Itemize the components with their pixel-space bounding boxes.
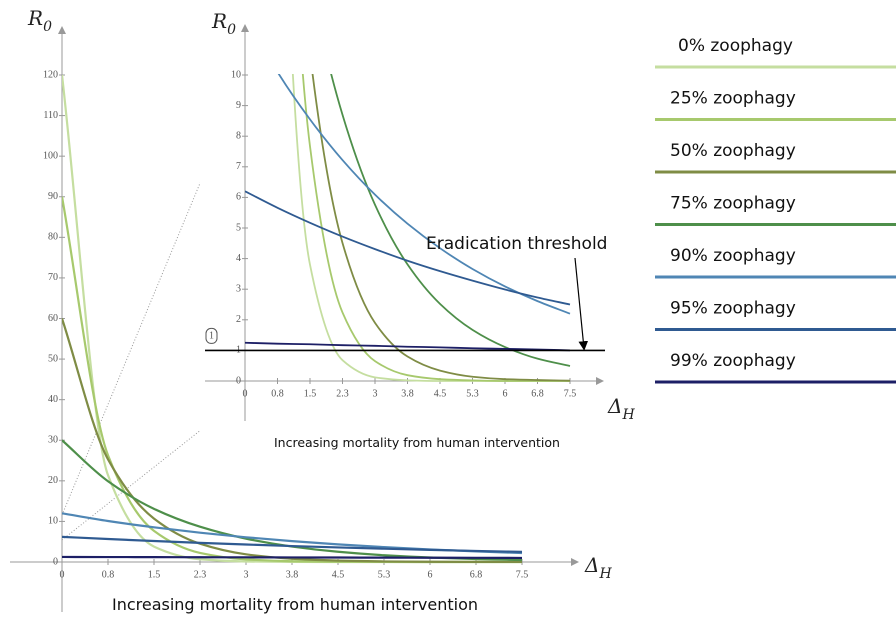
x-tick-label: 0.8 bbox=[102, 569, 115, 580]
x-tick-label: 0 bbox=[243, 388, 248, 399]
series-line bbox=[301, 74, 570, 382]
x-axis-title: Increasing mortality from human interven… bbox=[274, 435, 560, 450]
x-tick-label: 1.5 bbox=[148, 569, 161, 580]
y-tick-label: 80 bbox=[48, 232, 58, 243]
series-group bbox=[62, 74, 523, 564]
y-tick-label: 9 bbox=[236, 100, 241, 111]
series-line bbox=[62, 555, 523, 560]
x-tick-label: 3.8 bbox=[401, 388, 414, 399]
y-tick-label: 30 bbox=[48, 435, 58, 446]
y-tick-label: 10 bbox=[48, 516, 58, 527]
x-tick-label: 6.8 bbox=[470, 569, 483, 580]
x-tick-label: 5.3 bbox=[466, 388, 479, 399]
series-line bbox=[277, 74, 571, 315]
y-tick-label: 90 bbox=[48, 191, 58, 202]
x-tick-label: 0 bbox=[60, 569, 65, 580]
y-tick-label: 0 bbox=[53, 556, 58, 567]
series-line bbox=[245, 341, 571, 352]
y-tick-label: 2 bbox=[236, 314, 241, 325]
x-axis-label: ΔH bbox=[584, 553, 612, 582]
y-tick-label: 40 bbox=[48, 394, 58, 405]
y-tick-label: 110 bbox=[43, 110, 58, 121]
y-tick-label: 7 bbox=[236, 161, 241, 172]
threshold-label: 1 bbox=[209, 331, 214, 342]
x-tick-label: 3.8 bbox=[286, 569, 299, 580]
x-tick-label: 5.3 bbox=[378, 569, 391, 580]
inset-background bbox=[200, 18, 635, 458]
x-tick-label: 3 bbox=[373, 388, 378, 399]
x-tick-label: 2.3 bbox=[336, 388, 349, 399]
y-axis-label: R0 bbox=[27, 6, 52, 35]
y-tick-label: 100 bbox=[43, 150, 58, 161]
legend-label: 99% zoophagy bbox=[670, 351, 796, 371]
series-line bbox=[245, 190, 571, 306]
y-tick-label: 0 bbox=[236, 375, 241, 386]
x-tick-label: 3 bbox=[244, 569, 249, 580]
x-tick-label: 7.5 bbox=[516, 569, 529, 580]
x-tick-label: 1.5 bbox=[304, 388, 317, 399]
x-tick-label: 7.5 bbox=[564, 388, 577, 399]
series-group bbox=[245, 74, 571, 382]
y-tick-label: 5 bbox=[236, 222, 241, 233]
annotation: Eradication threshold bbox=[426, 234, 607, 254]
y-tick-label: 50 bbox=[48, 353, 58, 364]
legend-label: 95% zoophagy bbox=[670, 299, 796, 319]
x-tick-label: 2.3 bbox=[194, 569, 207, 580]
y-tick-label: 3 bbox=[236, 283, 241, 294]
y-tick-label: 60 bbox=[48, 313, 58, 324]
y-tick-label: 6 bbox=[236, 192, 241, 203]
x-tick-label: 0.8 bbox=[271, 388, 284, 399]
y-tick-label: 20 bbox=[48, 475, 58, 486]
x-tick-label: 4.5 bbox=[332, 569, 345, 580]
y-tick-label: 4 bbox=[236, 253, 241, 264]
y-tick-label: 120 bbox=[43, 69, 58, 80]
annotation-arrow bbox=[574, 257, 589, 351]
legend-label: 75% zoophagy bbox=[670, 194, 796, 214]
x-tick-label: 6.8 bbox=[531, 388, 544, 399]
legend: 0% zoophagy 25% zoophagy 50% zoophagy 75% z… bbox=[655, 36, 896, 384]
legend-label: 90% zoophagy bbox=[670, 246, 796, 266]
inset-plot: 01234567891000.81.52.333.84.55.366.87.5R… bbox=[200, 9, 635, 458]
x-tick-label: 6 bbox=[503, 388, 508, 399]
y-tick-label: 10 bbox=[231, 69, 241, 80]
x-tick-label: 6 bbox=[428, 569, 433, 580]
threshold-badge bbox=[205, 327, 218, 344]
series-line bbox=[330, 74, 571, 367]
y-tick-label: 70 bbox=[48, 272, 58, 283]
legend-label: 0% zoophagy bbox=[678, 36, 793, 56]
series-line bbox=[62, 535, 523, 553]
y-tick-label: 8 bbox=[236, 130, 241, 141]
x-axis-title: Increasing mortality from human interven… bbox=[112, 595, 478, 614]
legend-label: 50% zoophagy bbox=[670, 141, 796, 161]
series-line bbox=[311, 74, 571, 382]
legend-label: 25% zoophagy bbox=[670, 89, 796, 109]
x-tick-label: 4.5 bbox=[434, 388, 447, 399]
